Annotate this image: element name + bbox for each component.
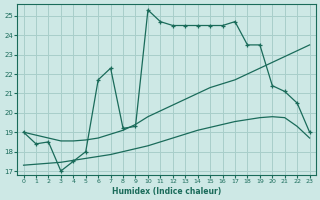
X-axis label: Humidex (Indice chaleur): Humidex (Indice chaleur)	[112, 187, 221, 196]
